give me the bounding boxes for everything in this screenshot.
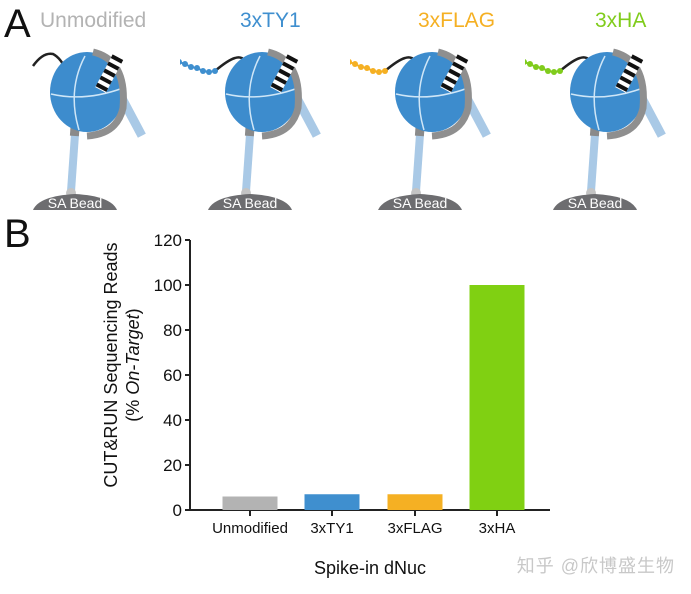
construct-label: Unmodified [40, 9, 147, 32]
x-tick-label: 3xTY1 [310, 520, 353, 537]
y-tick-label: 40 [163, 411, 182, 430]
svg-text:SA Bead: SA Bead [48, 195, 103, 210]
y-axis-label-line2: (% On-Target) [123, 308, 143, 422]
construct-label: 3xHA [595, 9, 647, 32]
bar-3xty1 [304, 494, 360, 510]
svg-text:SA Bead: SA Bead [568, 195, 623, 210]
y-tick-label: 60 [163, 366, 182, 385]
y-tick-label: 80 [163, 321, 182, 340]
watermark: 知乎 @欣博盛生物 [516, 556, 675, 576]
y-tick-label: 0 [173, 501, 182, 520]
x-axis-label: Spike-in dNuc [313, 558, 427, 578]
x-tick-label: 3xHA [479, 520, 516, 537]
nucleosome-diagram: SA Bead [350, 48, 491, 210]
bar-3xflag [387, 494, 443, 510]
nucleosome-diagram: SA Bead [31, 48, 146, 210]
x-tick-label: 3xFLAG [387, 520, 442, 537]
y-tick-label: 100 [154, 276, 182, 295]
svg-text:SA Bead: SA Bead [223, 195, 278, 210]
construct-label: 3xFLAG [418, 9, 496, 32]
panel-b-letter: B [4, 212, 31, 256]
nucleosome-diagram: SA Bead [180, 48, 321, 210]
bar-3xha [469, 285, 525, 510]
panel-a-letter: A [4, 2, 31, 46]
x-tick-label: Unmodified [212, 520, 288, 537]
bar-unmodified [222, 496, 278, 510]
y-axis-label: CUT&RUN Sequencing Reads (% On-Target) [100, 220, 144, 510]
y-tick-label: 20 [163, 456, 182, 475]
nucleosome-diagram: SA Bead [525, 48, 666, 210]
svg-text:SA Bead: SA Bead [393, 195, 448, 210]
y-tick-label: 120 [154, 231, 182, 250]
construct-label: 3xTY1 [240, 9, 301, 32]
y-axis-label-line1: CUT&RUN Sequencing Reads [101, 242, 121, 488]
